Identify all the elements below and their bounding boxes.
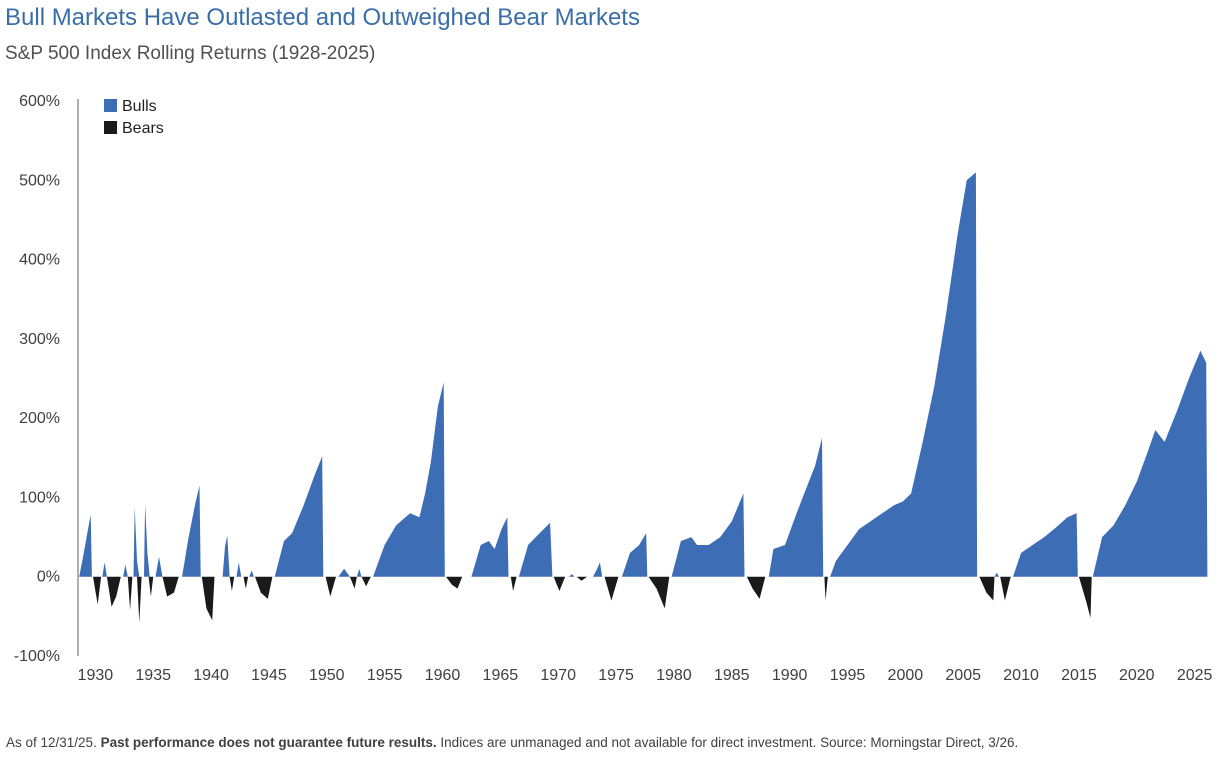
bears-area [604,576,619,601]
bulls-area [768,438,824,577]
chart-subtitle: S&P 500 Index Rolling Returns (1928-2025… [5,43,376,64]
legend: Bulls Bears [104,98,164,137]
x-tick-label: 2015 [1061,667,1097,684]
bulls-area [133,506,140,577]
bulls-series [79,172,1208,577]
y-axis-labels: 600% 500% 400% 300% 200% 100% 0% -100% [14,93,60,665]
bears-area [576,576,588,581]
bulls-area [249,570,254,577]
bears-area [106,576,121,607]
legend-label-bulls: Bulls [122,98,157,115]
y-tick-label: -100% [14,648,60,665]
bears-area [446,576,463,589]
bears-area [201,576,215,621]
bulls-area [144,503,150,577]
bears-series [93,576,1092,623]
legend-label-bears: Bears [122,120,164,137]
bulls-area [123,564,128,577]
bears-area [361,576,371,587]
bulls-area [236,562,242,577]
bulls-area [592,562,603,577]
x-tick-label: 1980 [656,667,692,684]
chart-title: Bull Markets Have Outlasted and Outweigh… [5,4,640,31]
bears-area [648,576,670,609]
x-tick-label: 1960 [425,667,461,684]
y-tick-label: 600% [19,93,60,110]
bulls-area [1013,513,1078,577]
bears-area [255,576,273,599]
bears-area [349,576,357,589]
bulls-area [356,568,362,577]
x-axis-labels: 1930 1935 1940 1945 1950 1955 1960 1965 1970 1975… [78,667,1213,684]
y-tick-label: 500% [19,172,60,189]
x-tick-label: 1975 [598,667,634,684]
x-tick-label: 1930 [78,667,114,684]
x-tick-label: 1970 [540,667,576,684]
x-tick-label: 1940 [193,667,229,684]
bulls-area [1092,350,1208,577]
bears-area [148,576,154,597]
bears-area [137,576,142,623]
x-tick-label: 1985 [714,667,750,684]
bulls-area [222,535,230,577]
bears-area [93,576,102,605]
bulls-area [994,572,1000,577]
area-chart: 600% 500% 400% 300% 200% 100% 0% -100% 1930 1935… [14,93,1213,684]
bulls-area [518,522,553,577]
bulls-area [274,456,324,577]
bears-area [553,576,566,591]
bulls-area [182,485,201,577]
x-tick-label: 2020 [1119,667,1155,684]
bulls-area [338,568,350,577]
bulls-area [471,517,509,577]
x-tick-label: 1955 [367,667,403,684]
footnote-prefix: As of 12/31/25. [6,735,101,750]
x-tick-label: 1935 [135,667,171,684]
x-tick-label: 2005 [945,667,981,684]
x-tick-label: 1965 [483,667,519,684]
bears-area [127,576,133,610]
y-tick-label: 100% [19,489,60,506]
bears-area [1000,576,1011,601]
bulls-area [155,556,163,577]
bulls-area [79,514,92,577]
bulls-area [373,382,445,577]
bears-area [325,576,336,597]
legend-swatch-bears [104,121,117,134]
x-tick-label: 1945 [251,667,287,684]
footnote-source: Indices are unmanaged and not available … [436,735,1019,750]
y-tick-label: 0% [37,569,60,586]
x-tick-label: 2000 [888,667,924,684]
bears-area [1078,576,1092,618]
bears-area [243,576,249,589]
footnote-disclaimer: Past performance does not guarantee futu… [100,735,437,750]
bulls-area [671,493,745,577]
bears-area [979,576,995,601]
bulls-area [830,172,978,577]
bears-area [229,576,235,591]
y-tick-label: 400% [19,252,60,269]
bulls-area [102,562,107,577]
bulls-area [568,574,575,577]
y-tick-label: 200% [19,410,60,427]
x-tick-label: 1990 [772,667,808,684]
x-tick-label: 2025 [1177,667,1213,684]
x-tick-label: 2010 [1003,667,1039,684]
bears-area [824,576,828,601]
bears-area [746,576,766,599]
x-tick-label: 1950 [309,667,345,684]
bears-area [162,576,179,597]
y-tick-label: 300% [19,331,60,348]
x-tick-label: 1995 [830,667,866,684]
bears-area [510,576,517,591]
legend-swatch-bulls [104,99,117,112]
footnote: As of 12/31/25. Past performance does no… [6,735,1018,750]
bulls-area [621,533,648,577]
